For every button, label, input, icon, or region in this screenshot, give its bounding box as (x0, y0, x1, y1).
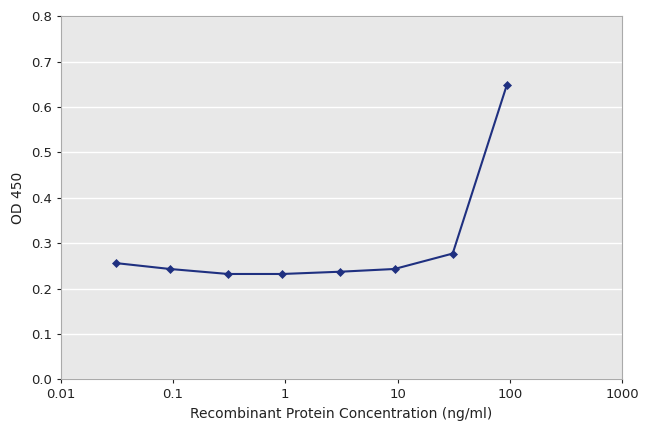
X-axis label: Recombinant Protein Concentration (ng/ml): Recombinant Protein Concentration (ng/ml… (190, 407, 493, 421)
Y-axis label: OD 450: OD 450 (11, 172, 25, 224)
